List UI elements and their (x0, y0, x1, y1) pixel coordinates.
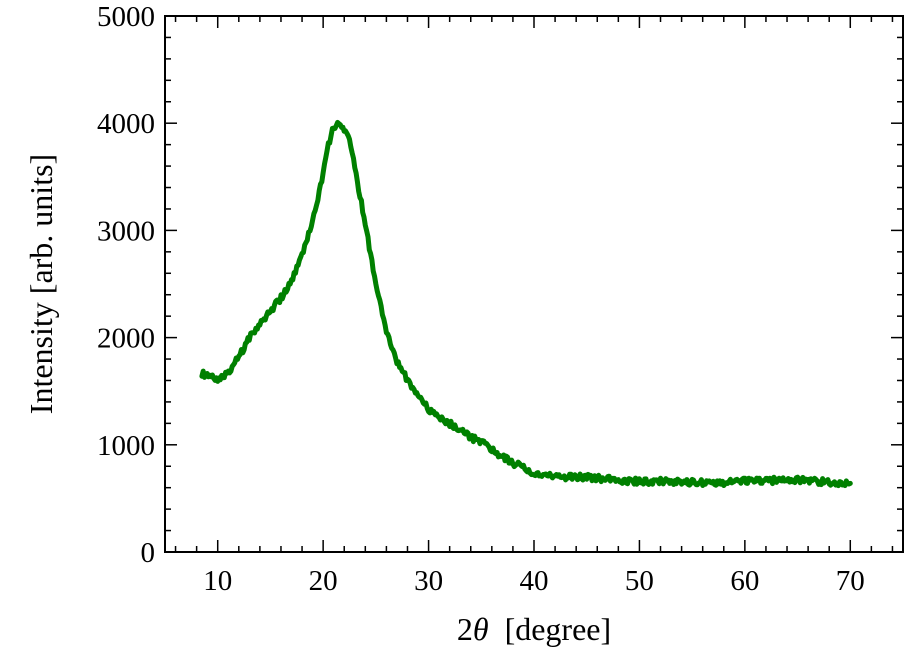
x-tick-label: 50 (625, 565, 654, 597)
y-tick-label: 2000 (97, 323, 155, 355)
x-axis-label: 2θ [degree] (457, 611, 611, 647)
plot-frame (164, 15, 904, 553)
x-tick-label: 30 (414, 565, 443, 597)
series-layer (199, 119, 853, 489)
axis-ticks (165, 15, 903, 553)
x-tick-label: 60 (730, 565, 759, 597)
y-tick-label: 3000 (97, 215, 155, 247)
x-axis-label-suffix: [degree] (489, 611, 612, 647)
y-tick-label: 4000 (97, 108, 155, 140)
x-axis-label-prefix: 2 (457, 611, 473, 647)
y-tick-label: 5000 (97, 1, 155, 33)
series-line (199, 119, 853, 489)
x-tick-label: 40 (520, 565, 549, 597)
x-tick-label: 10 (203, 565, 232, 597)
x-tick-label: 20 (309, 565, 338, 597)
y-tick-label: 1000 (97, 430, 155, 462)
y-tick-label: 0 (141, 537, 156, 569)
x-tick-label: 70 (836, 565, 865, 597)
tick-labels: 10 20 30 40 50 60 70 0 1000 2000 3000 4000 5000 (97, 1, 865, 597)
y-axis-label: Intensity [arb. units] (23, 154, 59, 414)
x-axis-label-symbol: θ (473, 611, 489, 647)
